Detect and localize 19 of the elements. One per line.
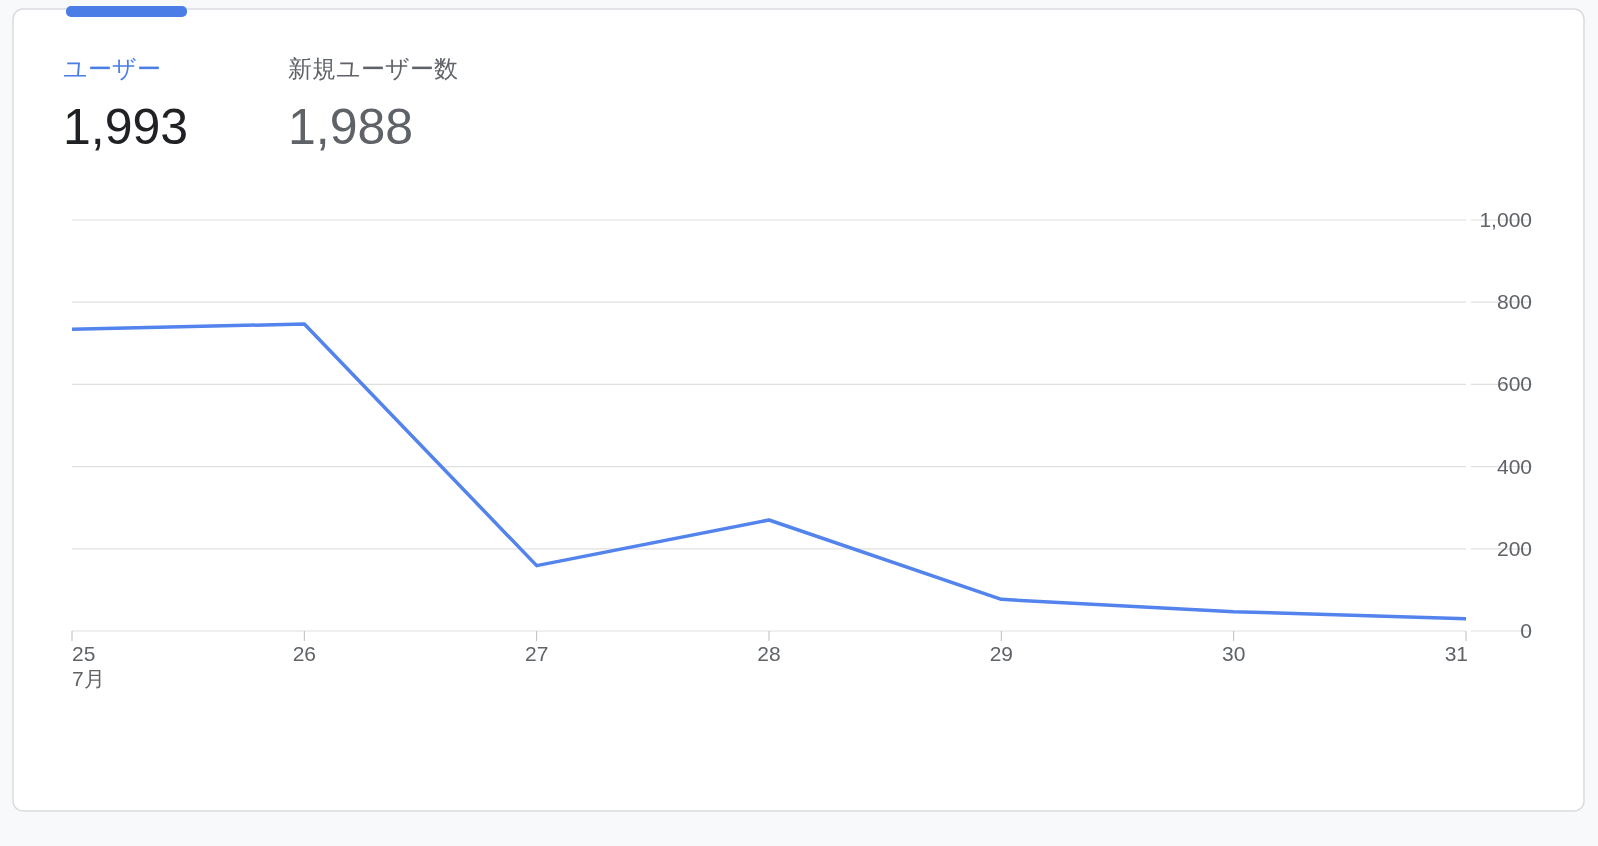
- x-tick-label: 25: [72, 642, 96, 665]
- y-tick-label: 1,000: [1479, 208, 1532, 231]
- y-tick-label: 400: [1496, 454, 1532, 478]
- x-tick-label: 31: [1444, 642, 1468, 665]
- category-label: 新規ユーザー数: [288, 55, 458, 82]
- x-tick-label: 26: [292, 642, 317, 665]
- y-tick-label: 200: [1496, 536, 1532, 560]
- text: 1,993: [63, 99, 189, 155]
- y-tick-label: 800: [1496, 290, 1532, 314]
- x-tick-label: 29: [989, 642, 1014, 665]
- y-tick-label: 0: [1520, 619, 1532, 642]
- text: 7月: [72, 667, 105, 690]
- line-series: [70, 322, 1468, 621]
- y-tick-label: 600: [1496, 372, 1532, 396]
- x-tick-label: 28: [757, 642, 781, 665]
- x-tick-label: 27: [524, 642, 549, 665]
- category-label: ユーザー: [63, 55, 161, 82]
- x-tick-label: 30: [1221, 642, 1246, 665]
- text: 1,988: [288, 99, 414, 155]
